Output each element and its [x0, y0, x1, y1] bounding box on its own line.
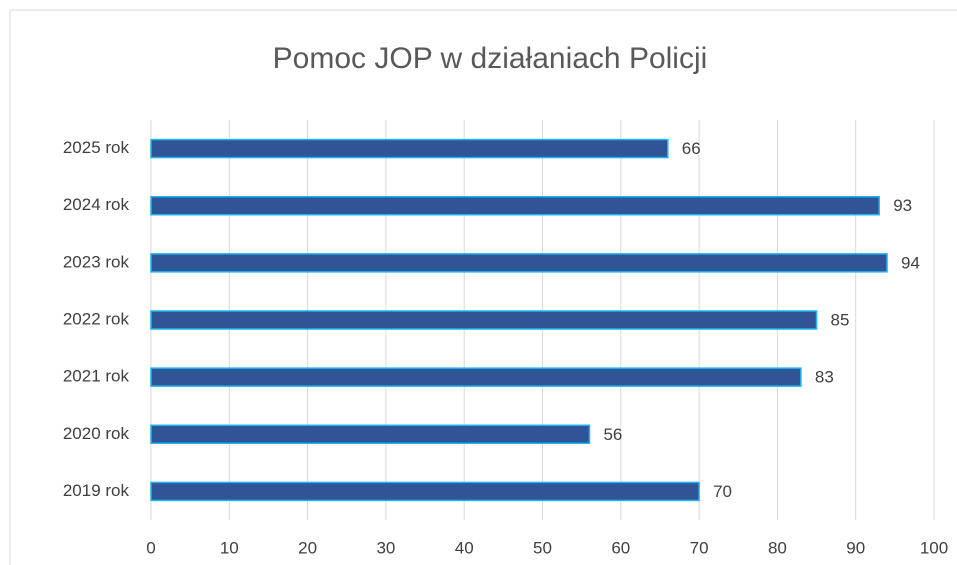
y-tick-label: 2019 rok	[63, 481, 130, 500]
x-tick-label: 70	[690, 538, 709, 557]
data-label: 94	[901, 253, 920, 272]
chart-title: Pomoc JOP w działaniach Policji	[273, 42, 708, 75]
y-tick-label: 2022 rok	[63, 309, 130, 328]
bar	[150, 253, 888, 273]
bar	[150, 424, 591, 445]
y-tick-label: 2024 rok	[63, 195, 130, 214]
data-label: 83	[815, 368, 834, 387]
x-tick-label: 100	[920, 538, 948, 557]
x-tick-label: 40	[455, 538, 474, 557]
x-tick-label: 10	[220, 538, 239, 557]
x-tick-label: 60	[611, 538, 630, 557]
bar	[150, 138, 669, 159]
y-tick-label: 2021 rok	[63, 367, 130, 386]
bar	[150, 367, 802, 387]
y-tick-label: 2025 rok	[63, 138, 130, 157]
data-label: 85	[831, 310, 850, 329]
bar	[150, 310, 818, 330]
x-tick-label: 20	[298, 538, 317, 557]
y-tick-label: 2020 rok	[63, 424, 130, 443]
y-tick-label: 2023 rok	[63, 252, 130, 271]
x-tick-label: 0	[146, 538, 155, 557]
data-label: 66	[682, 139, 701, 158]
x-tick-label: 30	[376, 538, 395, 557]
x-tick-label: 90	[846, 538, 865, 557]
data-label: 93	[893, 196, 912, 215]
data-label: 56	[603, 425, 622, 444]
chart-frame	[9, 9, 957, 565]
data-label: 70	[713, 482, 732, 501]
x-tick-label: 80	[768, 538, 787, 557]
x-tick-label: 50	[533, 538, 552, 557]
bar	[150, 195, 880, 216]
bar	[150, 481, 700, 502]
